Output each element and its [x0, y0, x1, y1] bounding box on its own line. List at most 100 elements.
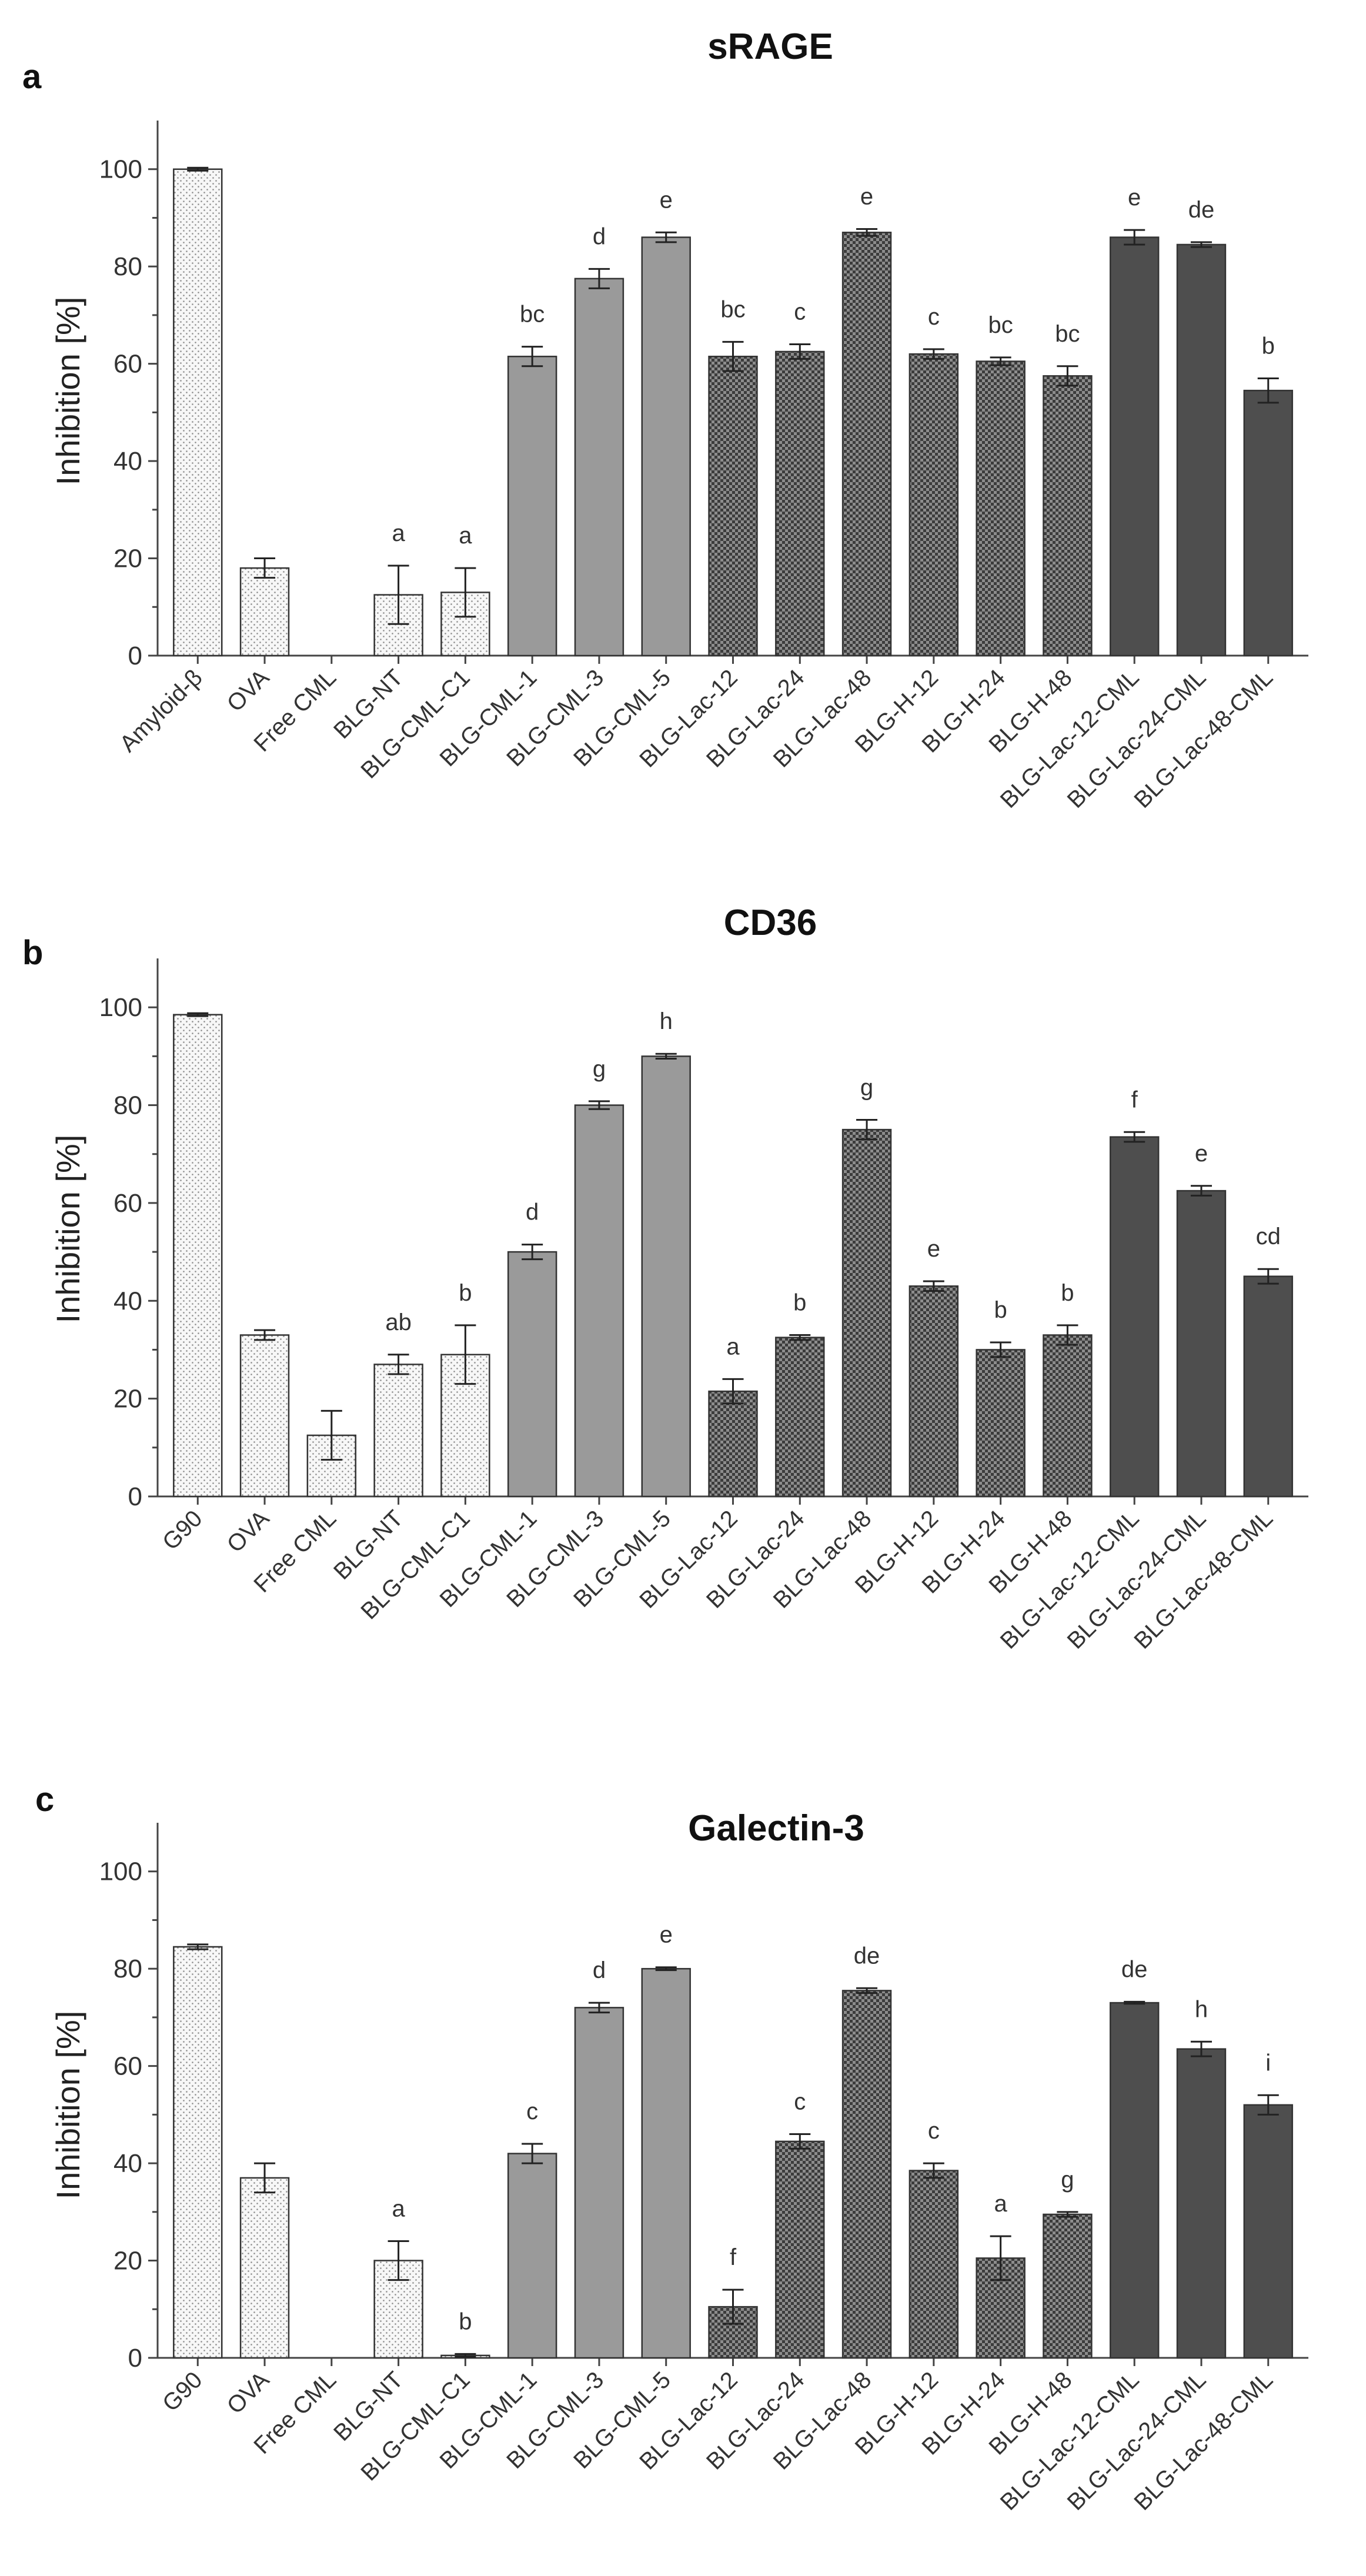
y-tick-label: 100 [99, 155, 142, 184]
y-axis-label-b: Inhibition [%] [49, 1135, 86, 1324]
significance-letter: g [1061, 2167, 1074, 2193]
significance-letter: ab [385, 1309, 412, 1335]
bar-blg-h-12 [909, 1285, 959, 1498]
significance-letter: e [1128, 185, 1141, 211]
bar-blg-cml-3 [574, 278, 624, 657]
bar-blg-lac-24-cml [1176, 2048, 1227, 2359]
significance-letter: h [660, 1008, 673, 1034]
y-tick-label: 40 [113, 2149, 142, 2178]
bar-ova [239, 1334, 290, 1498]
axes-a: 0 20 40 60 80 100 [99, 121, 1308, 670]
significance-letter: e [660, 1922, 673, 1948]
bar-blg-lac-24 [775, 2140, 825, 2359]
significance-letter: b [1262, 333, 1275, 359]
bar-blg-lac-24-cml [1176, 1190, 1227, 1498]
y-tick-label: 60 [113, 1189, 142, 1218]
bar-blg-lac-12-cml [1109, 1136, 1160, 1498]
significance-letter: d [526, 1200, 539, 1225]
significance-letter: a [459, 523, 472, 549]
bar-blg-h-12 [909, 2170, 959, 2359]
bar-blg-cml-1 [507, 2153, 557, 2359]
y-tick-label: 60 [113, 350, 142, 379]
significance-letter: bc [720, 296, 745, 322]
significance-letter: bc [988, 312, 1013, 338]
bar-blg-cml-5 [641, 236, 691, 657]
significance-letter: b [994, 1297, 1007, 1323]
panel-letter-a: a [22, 58, 42, 96]
bar-blg-h-24 [976, 360, 1026, 657]
significance-letter: de [1121, 1956, 1148, 1982]
significance-letter: b [1061, 1280, 1074, 1306]
bar-blg-lac-48-cml [1243, 389, 1293, 657]
y-axis-label-c: Inhibition [%] [49, 2011, 86, 2200]
chart-title-b: CD36 [724, 903, 817, 943]
significance-letter: c [794, 2089, 806, 2114]
significance-letter: b [793, 1290, 806, 1316]
bar-blg-lac-12 [708, 1390, 758, 1498]
panel-c: c Galectin-3 Inhibition [%] 0 20 40 60 80 100… [35, 1780, 1308, 2515]
significance-letter: bc [1055, 321, 1080, 347]
significance-letter: e [660, 187, 673, 213]
y-tick-label: 20 [113, 1385, 142, 1414]
significance-letter: f [730, 2244, 737, 2270]
y-tick-label: 80 [113, 1954, 142, 1983]
bar-blg-lac-24 [775, 350, 825, 657]
y-tick-label: 60 [113, 2052, 142, 2081]
category-label: OVA [222, 2367, 275, 2419]
category-label: OVA [222, 664, 275, 717]
significance-letter: h [1195, 1996, 1208, 2022]
bar-blg-h-48 [1043, 2213, 1093, 2359]
significance-letter: a [994, 2191, 1007, 2217]
bar-blg-h-48 [1043, 375, 1093, 657]
significance-letter: c [928, 2118, 940, 2144]
bar-blg-cml-5 [641, 1967, 691, 2359]
bar-blg-cml-1 [507, 355, 557, 657]
bar-blg-cml-3 [574, 2007, 624, 2359]
bar-blg-lac-48 [841, 1128, 892, 1498]
category-label: G90 [158, 1505, 208, 1555]
bar-ova [239, 567, 290, 657]
y-tick-label: 40 [113, 1287, 142, 1315]
significance-letter: c [928, 304, 940, 330]
bar-blg-h-24 [976, 1349, 1026, 1498]
bar-blg-cml-3 [574, 1104, 624, 1498]
bar-blg-lac-12 [708, 355, 758, 657]
category-label: OVA [222, 1505, 275, 1558]
bar-blg-cml-5 [641, 1055, 691, 1498]
significance-letter: de [1188, 197, 1215, 223]
bar-blg-lac-48-cml [1243, 2104, 1293, 2359]
y-tick-label: 100 [99, 993, 142, 1022]
bar-g90 [173, 1014, 223, 1498]
significance-letter: d [593, 1957, 606, 1983]
bar-g90 [173, 1946, 223, 2359]
y-tick-label: 20 [113, 2247, 142, 2276]
bar-blg-lac-24-cml [1176, 243, 1227, 657]
category-label: Amyloid-β [115, 664, 207, 757]
panel-letter-c: c [35, 1780, 54, 1819]
bar-blg-lac-12-cml [1109, 236, 1160, 657]
chart-title-a: sRAGE [707, 26, 833, 67]
significance-letter: f [1131, 1087, 1138, 1112]
significance-letter: b [459, 2308, 472, 2334]
y-tick-label: 100 [99, 1857, 142, 1886]
significance-letter: c [526, 2099, 538, 2124]
bar-blg-lac-24 [775, 1337, 825, 1498]
y-tick-label: 80 [113, 1091, 142, 1120]
significance-letter: i [1265, 2050, 1271, 2076]
significance-letter: a [392, 2196, 405, 2221]
significance-letter: e [860, 183, 873, 209]
significance-letter: g [860, 1075, 873, 1101]
panel-letter-b: b [22, 934, 43, 972]
bar-blg-h-12 [909, 353, 959, 657]
y-axis-label-a: Inhibition [%] [49, 297, 86, 486]
significance-letter: d [593, 223, 606, 249]
significance-letter: c [794, 299, 806, 325]
bar-ova [239, 2177, 290, 2359]
significance-letter: a [392, 520, 405, 546]
